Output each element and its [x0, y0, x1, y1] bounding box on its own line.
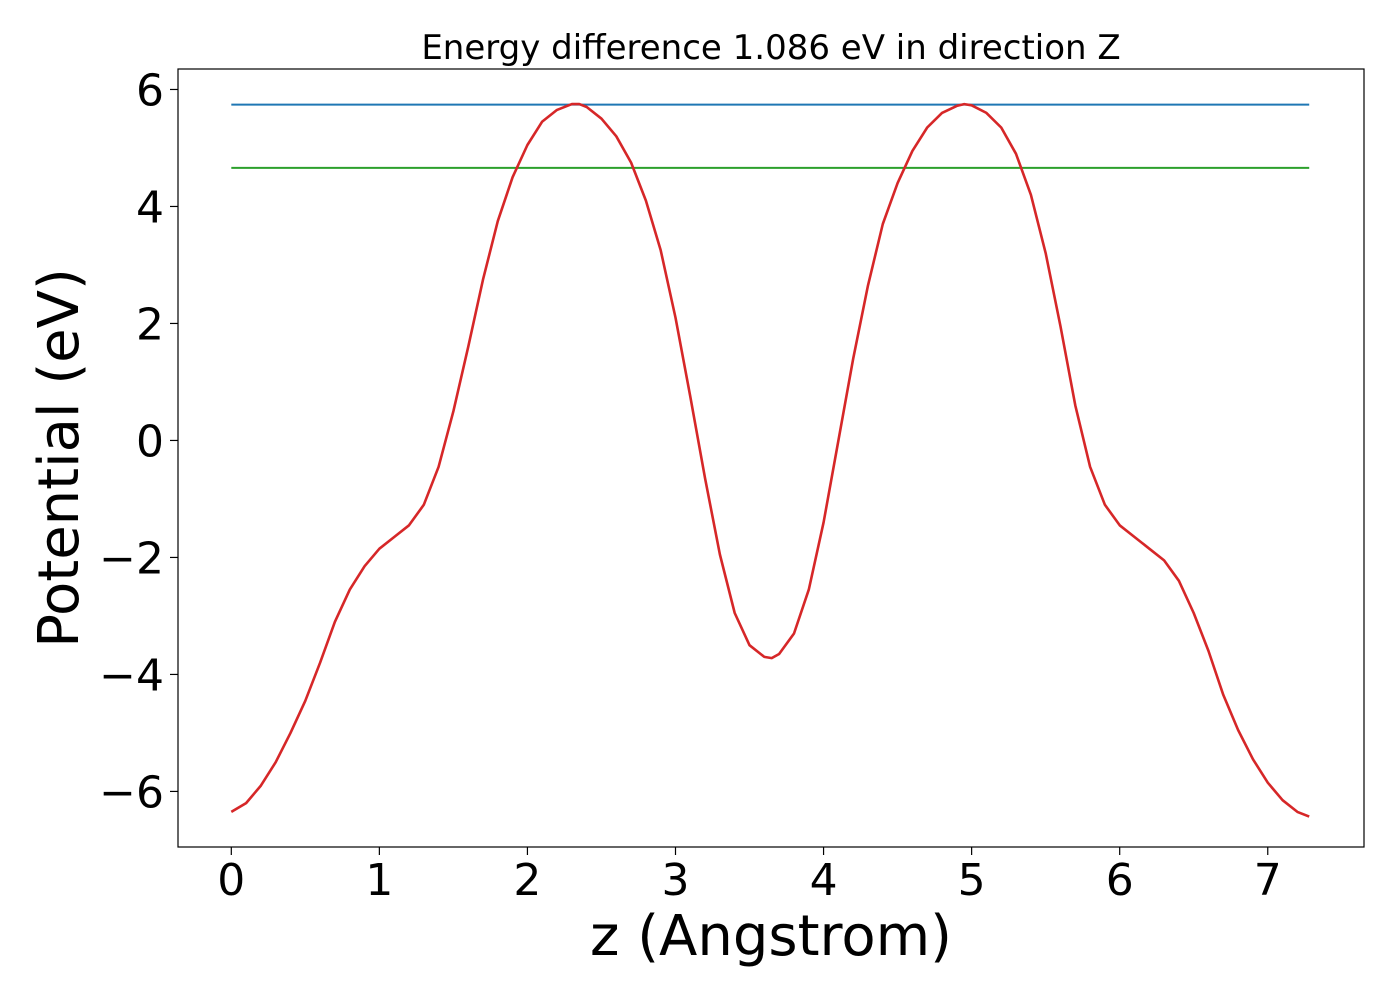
x-tick-label: 5 [958, 855, 986, 906]
reference-lines [231, 103, 1310, 169]
series-line-1 [230, 102, 1310, 818]
x-tick-label: 2 [513, 855, 541, 906]
x-tick-label: 3 [661, 855, 689, 906]
y-tick-label: −4 [99, 650, 164, 701]
y-axis-title: Potential (eV) [27, 268, 92, 648]
y-tick-label: 6 [136, 65, 164, 116]
x-tick-label: 6 [1106, 855, 1134, 906]
x-tick-label: 7 [1254, 855, 1282, 906]
plot-area [177, 68, 1365, 848]
y-tick-label: 0 [136, 416, 164, 467]
x-tick-label: 0 [217, 855, 245, 906]
x-axis: 0 1 2 3 4 5 6 7 [217, 847, 1282, 906]
y-tick-label: 2 [136, 299, 164, 350]
x-tick-label: 4 [810, 855, 838, 906]
x-axis-title: z (Angstrom) [590, 904, 952, 969]
y-axis: −6 −4 −2 0 2 4 6 [99, 65, 178, 818]
chart-title: Energy difference 1.086 eV in direction … [421, 28, 1120, 68]
y-tick-label: −6 [99, 767, 164, 818]
x-tick-label: 1 [365, 855, 393, 906]
series-layer [230, 102, 1310, 818]
y-tick-label: 4 [136, 182, 164, 233]
y-tick-label: −2 [99, 533, 164, 584]
